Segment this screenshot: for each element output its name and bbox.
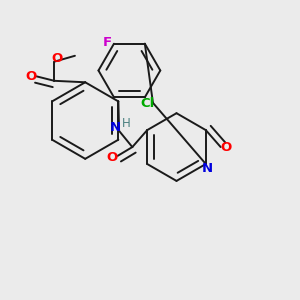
Text: N: N <box>202 162 213 175</box>
Text: O: O <box>52 52 63 65</box>
Text: O: O <box>26 70 37 83</box>
Text: O: O <box>107 151 118 164</box>
Text: Cl: Cl <box>141 97 155 110</box>
Text: N: N <box>110 122 121 134</box>
Text: F: F <box>103 36 112 49</box>
Text: H: H <box>122 117 131 130</box>
Text: O: O <box>220 141 232 154</box>
